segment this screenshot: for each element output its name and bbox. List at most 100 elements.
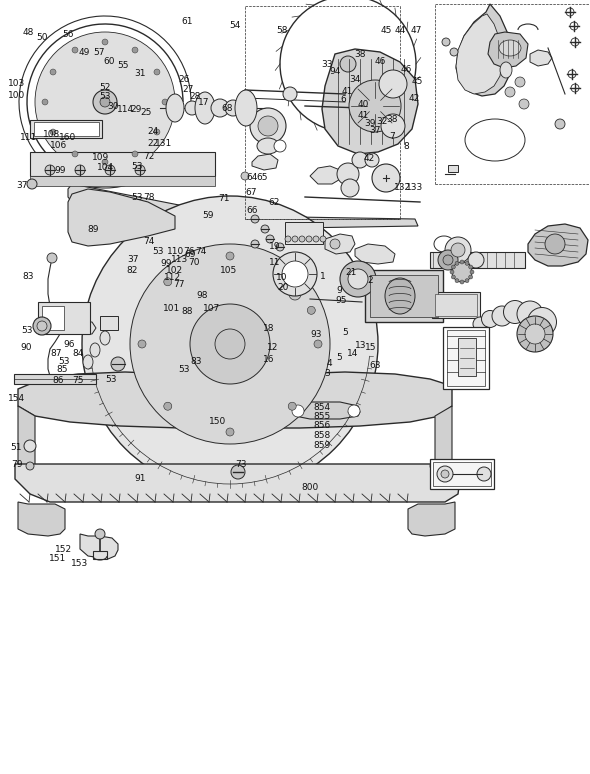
Text: 114: 114 [117,105,135,115]
Text: 133: 133 [405,183,423,192]
Ellipse shape [499,40,521,56]
Text: 77: 77 [173,279,185,289]
Text: 152: 152 [55,545,73,554]
Text: 150: 150 [208,417,226,426]
Circle shape [527,307,556,337]
Text: 20: 20 [277,283,289,293]
Bar [433,462,491,486]
Circle shape [492,306,512,326]
Circle shape [37,321,47,331]
Text: 61: 61 [182,17,194,26]
Circle shape [306,236,312,242]
Text: 15: 15 [365,343,376,352]
Text: 65: 65 [257,173,268,182]
Text: 101: 101 [162,303,180,313]
Text: 76: 76 [183,247,195,256]
Text: 96: 96 [64,340,76,349]
Polygon shape [252,154,278,170]
Circle shape [154,129,160,135]
Circle shape [292,405,304,417]
Text: 42: 42 [408,94,420,103]
Text: 74: 74 [143,237,155,246]
Circle shape [571,84,579,92]
Text: 53: 53 [178,365,190,374]
Bar [30,120,102,138]
Polygon shape [68,189,175,246]
Text: 86: 86 [52,376,64,385]
Text: 99: 99 [54,166,66,175]
Text: 33: 33 [322,60,333,69]
Text: 5: 5 [336,353,342,362]
Ellipse shape [500,62,512,78]
Circle shape [477,467,491,481]
Text: 56: 56 [62,30,74,39]
Text: 88: 88 [182,307,194,317]
Circle shape [320,236,326,242]
Circle shape [570,22,578,30]
Text: 113: 113 [171,255,189,264]
Circle shape [381,114,405,138]
Circle shape [241,172,249,180]
Circle shape [75,165,85,175]
Circle shape [45,165,55,175]
Text: 40: 40 [357,100,369,109]
Circle shape [313,236,319,242]
Bar [370,275,438,317]
Text: 41: 41 [357,111,369,120]
Text: 32: 32 [376,117,388,126]
Circle shape [568,70,576,78]
Circle shape [132,151,138,157]
Text: 37: 37 [369,126,381,135]
Text: 49: 49 [78,48,90,57]
Circle shape [132,47,138,53]
Circle shape [451,275,455,279]
Circle shape [250,108,286,144]
Circle shape [251,215,259,223]
Circle shape [352,152,368,168]
Circle shape [341,179,359,197]
Text: 34: 34 [349,75,361,84]
Circle shape [215,329,245,359]
Circle shape [468,252,484,268]
Circle shape [473,317,487,331]
Bar [447,330,485,386]
Polygon shape [456,4,512,96]
Circle shape [437,466,453,482]
Text: 13: 13 [355,341,367,351]
Circle shape [42,99,48,105]
Bar [30,176,215,186]
Bar [435,294,477,316]
Bar [14,374,96,384]
Text: 108: 108 [43,130,61,139]
Text: 53: 53 [58,357,70,366]
Text: 51: 51 [11,443,22,452]
Text: 5: 5 [342,327,348,337]
Circle shape [503,300,526,324]
Circle shape [545,234,565,254]
Text: 111: 111 [19,133,37,142]
Bar [430,459,494,489]
Circle shape [470,270,474,274]
Text: 31: 31 [135,69,146,78]
Circle shape [135,165,145,175]
Ellipse shape [385,278,415,314]
Text: 1: 1 [320,272,326,281]
Text: 46: 46 [400,65,412,74]
Circle shape [455,262,459,265]
Text: 2: 2 [368,276,373,285]
Text: 53: 53 [21,326,32,335]
Text: 9: 9 [336,286,342,295]
Text: 39: 39 [365,118,376,128]
Circle shape [445,237,471,263]
Text: 63: 63 [369,361,381,370]
Text: 16: 16 [263,355,274,365]
Text: 41: 41 [341,87,353,96]
Text: 50: 50 [37,33,48,42]
Text: 60: 60 [103,57,115,66]
Polygon shape [80,534,118,559]
Bar [448,165,458,172]
Circle shape [519,99,529,109]
Text: 21: 21 [345,268,357,277]
Bar [430,252,525,268]
Polygon shape [456,14,502,94]
